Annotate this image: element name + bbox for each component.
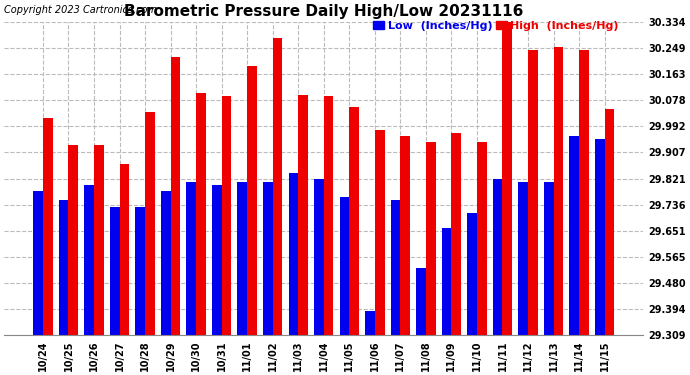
Bar xyxy=(451,133,461,335)
Bar xyxy=(400,136,410,335)
Bar xyxy=(33,191,43,335)
Bar xyxy=(493,179,502,335)
Bar xyxy=(528,51,538,335)
Bar xyxy=(170,57,180,335)
Bar xyxy=(375,130,384,335)
Bar xyxy=(324,96,333,335)
Bar xyxy=(595,139,604,335)
Bar xyxy=(518,182,528,335)
Title: Barometric Pressure Daily High/Low 20231116: Barometric Pressure Daily High/Low 20231… xyxy=(124,4,524,19)
Bar xyxy=(477,142,486,335)
Bar xyxy=(544,182,553,335)
Bar xyxy=(416,268,426,335)
Bar xyxy=(263,182,273,335)
Bar xyxy=(196,93,206,335)
Text: Copyright 2023 Cartronics.com: Copyright 2023 Cartronics.com xyxy=(4,6,157,15)
Bar xyxy=(391,200,400,335)
Bar xyxy=(339,197,349,335)
Bar xyxy=(135,207,145,335)
Bar xyxy=(273,38,282,335)
Bar xyxy=(365,310,375,335)
Legend: Low  (Inches/Hg), High  (Inches/Hg): Low (Inches/Hg), High (Inches/Hg) xyxy=(373,21,619,31)
Bar xyxy=(604,109,614,335)
Bar xyxy=(426,142,435,335)
Bar xyxy=(221,96,231,335)
Bar xyxy=(314,179,324,335)
Bar xyxy=(569,136,579,335)
Bar xyxy=(94,146,104,335)
Bar xyxy=(212,185,221,335)
Bar xyxy=(145,112,155,335)
Bar xyxy=(349,107,359,335)
Bar xyxy=(247,66,257,335)
Bar xyxy=(59,200,68,335)
Bar xyxy=(553,47,563,335)
Bar xyxy=(161,191,170,335)
Bar xyxy=(502,22,512,335)
Bar xyxy=(237,182,247,335)
Bar xyxy=(298,95,308,335)
Bar xyxy=(43,118,52,335)
Bar xyxy=(110,207,119,335)
Bar xyxy=(186,182,196,335)
Bar xyxy=(288,173,298,335)
Bar xyxy=(579,51,589,335)
Bar xyxy=(119,164,129,335)
Bar xyxy=(84,185,94,335)
Bar xyxy=(68,146,78,335)
Bar xyxy=(442,228,451,335)
Bar xyxy=(467,213,477,335)
